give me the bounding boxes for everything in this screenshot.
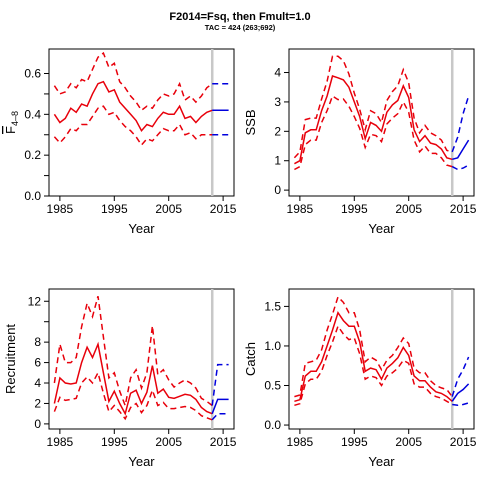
x-tick-label: 2005	[395, 435, 422, 449]
y-tick-label: 0.5	[264, 378, 281, 392]
projection-estimate-line	[452, 139, 470, 161]
figure-subtitle: TAC = 424 (263;692)	[205, 23, 276, 32]
y-tick-label: 6	[34, 356, 41, 370]
x-axis-label: Year	[128, 454, 155, 469]
series-estimate-line	[53, 341, 213, 416]
x-axis-label: Year	[368, 454, 395, 469]
plot-frame	[48, 48, 235, 197]
plot-area	[53, 289, 229, 429]
projection-lower-line	[452, 402, 469, 407]
y-tick-label: 0	[34, 417, 41, 431]
x-tick-label: 2015	[450, 435, 477, 449]
x-tick-label: 2015	[450, 202, 477, 216]
series-lower-line	[53, 105, 213, 147]
series-upper-line	[294, 295, 453, 398]
projection-lower-line	[451, 164, 469, 171]
x-tick-label: 1985	[287, 202, 314, 216]
plot-frame	[48, 288, 235, 430]
panels: 1985 1995 2005 20150.00.20.40.6YearF4–81985…	[3, 48, 477, 469]
projection-estimate-line	[451, 383, 470, 402]
x-tick-label: 2005	[155, 435, 182, 449]
series-estimate-line	[53, 80, 213, 133]
y-tick-label: 3	[274, 95, 281, 109]
series-estimate-line	[294, 75, 453, 165]
series-upper-line	[53, 296, 213, 409]
x-tick-label: 2005	[395, 202, 422, 216]
y-tick-label: 1.5	[264, 299, 281, 313]
x-tick-label: 2015	[210, 202, 237, 216]
x-tick-label: 1995	[341, 435, 368, 449]
projection-upper-line	[451, 356, 470, 397]
series-upper-line	[53, 51, 213, 112]
plot-area	[294, 289, 470, 429]
series-estimate-line	[294, 311, 453, 403]
y-axis-label: Catch	[243, 342, 258, 376]
plot-area	[53, 49, 229, 196]
x-tick-label: 1985	[287, 435, 314, 449]
y-tick-label: 0.2	[24, 148, 41, 162]
plot-frame	[288, 288, 475, 430]
series-lower-line	[53, 370, 213, 421]
y-tick-label: 1	[274, 154, 281, 168]
x-tick-label: 1995	[341, 202, 368, 216]
y-axis-label: SSB	[243, 109, 258, 135]
projection-lower-line	[211, 412, 229, 421]
y-tick-label: 0.6	[24, 67, 41, 81]
figure-title: F2014=Fsq, then Fmult=1.0	[169, 11, 310, 23]
panel-f: 1985 1995 2005 2015 0.0 0.2 0.4 0.6 Year F4–8	[3, 48, 237, 236]
panel-catch: 1985 1995 2005 2015 0.0 0.5 1.0 1.5 Year Catch	[243, 288, 477, 469]
y-tick-label: 0.4	[24, 107, 41, 121]
x-tick-label: 1985	[47, 202, 74, 216]
y-tick-label: 12	[28, 294, 42, 308]
series-lower-line	[294, 324, 453, 407]
y-axis-label-base: F	[3, 126, 18, 134]
x-tick-label: 2015	[210, 435, 237, 449]
x-tick-label: 1995	[101, 202, 128, 216]
series-lower-line	[294, 94, 453, 171]
projection-estimate-line	[211, 398, 229, 414]
plot-frame	[288, 48, 475, 197]
y-tick-label: 0.0	[264, 418, 281, 432]
y-tick-label: 4	[274, 66, 281, 80]
x-tick-label: 1995	[101, 435, 128, 449]
projection-upper-line	[211, 363, 229, 406]
y-tick-label: 2	[274, 124, 281, 138]
x-axis-label: Year	[368, 221, 395, 236]
panel-ssb: 1985 1995 2005 2015 0 1 2 3 4 Year SSB	[243, 48, 477, 236]
panel-recruitment: 1985 1995 2005 2015 0 2 4 6 8 12 Year Recruitment	[3, 288, 237, 469]
x-tick-label: 1985	[47, 435, 74, 449]
y-axis-label: F4–8	[3, 111, 20, 134]
y-tick-label: 8	[34, 335, 41, 349]
y-tick-label: 2	[34, 396, 41, 410]
x-axis-label: Year	[128, 221, 155, 236]
series-upper-line	[293, 55, 453, 159]
y-tick-label: 1.0	[264, 339, 281, 353]
y-axis-label: Recruitment	[3, 324, 18, 394]
x-tick-label: 2005	[155, 202, 182, 216]
y-tick-label: 0.0	[24, 189, 41, 203]
y-tick-label: 4	[34, 376, 41, 390]
plot-area	[293, 49, 470, 196]
y-axis-label-subscript: 4–8	[10, 111, 20, 126]
y-tick-label: 0	[274, 183, 281, 197]
